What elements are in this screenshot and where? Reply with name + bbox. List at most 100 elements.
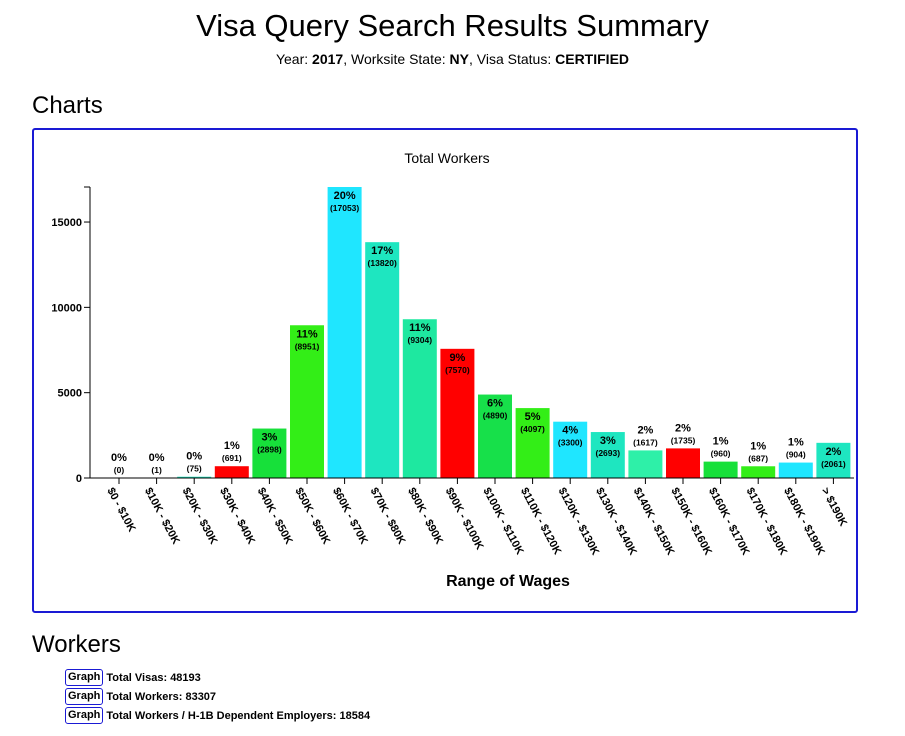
bar[interactable] bbox=[290, 325, 324, 478]
bar-percent-label: 5% bbox=[525, 411, 541, 423]
bar-count-label: (75) bbox=[187, 464, 202, 474]
bar[interactable] bbox=[741, 466, 776, 478]
bar-percent-label: 1% bbox=[713, 436, 729, 448]
y-tick-label: 15000 bbox=[51, 217, 82, 229]
bar-percent-label: 1% bbox=[750, 440, 766, 452]
bars: 0%(0)0%(1)0%(75)1%(691)3%(2898)11%(8951)… bbox=[111, 187, 851, 478]
x-axis: $0 - $10K $10K - $20K$20K - $30K$30K - $4… bbox=[90, 477, 854, 558]
bar-percent-label: 4% bbox=[562, 425, 578, 437]
bar-count-label: (3300) bbox=[558, 438, 583, 448]
x-tick-label: $60K - $70K bbox=[330, 486, 370, 547]
bar-count-label: (8951) bbox=[295, 341, 320, 351]
bar-count-label: (904) bbox=[786, 450, 806, 460]
bar[interactable] bbox=[590, 432, 625, 478]
bar-percent-label: 3% bbox=[261, 432, 277, 444]
x-tick-label: $30K - $40K bbox=[217, 486, 257, 547]
worker-row-total-visas: Graph Total Visas: 48193 bbox=[65, 669, 201, 686]
worker-row-h1b-dependent: Graph Total Workers / H-1B Dependent Emp… bbox=[65, 707, 370, 724]
bar-percent-label: 17% bbox=[371, 245, 393, 257]
page-title: Visa Query Search Results Summary bbox=[196, 8, 709, 43]
bar-percent-label: 1% bbox=[788, 437, 804, 449]
x-tick-label: $100K - $110K bbox=[480, 486, 525, 557]
bar-count-label: (1) bbox=[151, 465, 162, 475]
x-tick-label: $120K - $130K bbox=[556, 486, 602, 558]
bar[interactable] bbox=[666, 448, 700, 478]
bar-count-label: (1617) bbox=[633, 437, 658, 447]
y-axis: 0 5000 10000 15000 bbox=[51, 186, 91, 485]
state-label: , Worksite State: bbox=[343, 51, 446, 67]
bar[interactable] bbox=[478, 394, 512, 478]
bar-count-label: (17053) bbox=[330, 203, 359, 213]
bar[interactable] bbox=[327, 187, 362, 478]
status-label: , Visa Status: bbox=[469, 51, 552, 67]
bar-percent-label: 3% bbox=[600, 435, 616, 447]
query-summary: Year: 2017, Worksite State: NY, Visa Sta… bbox=[0, 51, 905, 67]
bar-percent-label: 0% bbox=[149, 452, 165, 464]
x-tick-label: $10K - $20K bbox=[142, 486, 182, 547]
x-tick-label: $110K - $120K bbox=[518, 486, 563, 557]
chart-title: Total Workers bbox=[404, 150, 489, 166]
bar-percent-label: 6% bbox=[487, 398, 503, 410]
y-tick-label: 5000 bbox=[58, 388, 82, 400]
bar-count-label: (2061) bbox=[821, 459, 846, 469]
worker-stat-label: Total Workers: 83307 bbox=[106, 690, 217, 703]
bar-percent-label: 20% bbox=[334, 190, 356, 202]
bar-count-label: (7570) bbox=[445, 365, 470, 375]
x-tick-label: $40K - $50K bbox=[255, 486, 295, 547]
chart-panel: Total Workers 0 5000 10000 15000 0% (0) 0% (1)… bbox=[32, 128, 858, 613]
bar-percent-label: 2% bbox=[825, 446, 841, 458]
bar-count-label: (691) bbox=[222, 453, 242, 463]
x-tick-label: $50K - $60K bbox=[292, 486, 332, 547]
x-tick-label: $80K - $90K bbox=[405, 486, 445, 547]
bar-count-label: (0) bbox=[114, 465, 125, 475]
x-tick-label: $180K - $190K bbox=[781, 486, 827, 558]
bar-percent-label: 9% bbox=[449, 352, 465, 364]
bar-count-label: (4890) bbox=[483, 411, 508, 421]
bar[interactable] bbox=[440, 348, 475, 478]
worker-stat-label: Total Workers / H-1B Dependent Employers… bbox=[106, 709, 371, 722]
bar-percent-label: 11% bbox=[296, 328, 318, 340]
graph-button[interactable]: Graph bbox=[65, 707, 104, 724]
bar[interactable] bbox=[177, 476, 212, 478]
state-value: NY bbox=[449, 51, 469, 67]
bar[interactable] bbox=[628, 450, 663, 478]
bar-percent-label: 2% bbox=[637, 424, 653, 436]
x-axis-label: Range of Wages bbox=[446, 573, 570, 590]
graph-button[interactable]: Graph bbox=[65, 688, 104, 705]
bar[interactable] bbox=[402, 319, 437, 478]
bar[interactable] bbox=[515, 408, 550, 478]
bar[interactable] bbox=[214, 466, 249, 478]
bar[interactable] bbox=[553, 421, 588, 478]
worker-row-total-workers: Graph Total Workers: 83307 bbox=[65, 688, 216, 705]
bar-percent-label: 2% bbox=[675, 422, 691, 434]
graph-button[interactable]: Graph bbox=[65, 669, 104, 686]
bar-count-label: (2898) bbox=[257, 445, 282, 455]
bar-count-label: (2693) bbox=[596, 448, 621, 458]
bar[interactable] bbox=[703, 461, 738, 478]
bar[interactable] bbox=[778, 462, 813, 478]
y-tick-label: 0 bbox=[76, 473, 82, 485]
x-tick-label: $70K - $80K bbox=[368, 486, 408, 547]
x-tick-label: $130K - $140K bbox=[593, 486, 639, 558]
x-tick-label: > $190K bbox=[819, 486, 849, 529]
bar-percent-label: 0% bbox=[186, 451, 202, 463]
bar[interactable] bbox=[365, 242, 400, 478]
bar-count-label: (687) bbox=[748, 453, 768, 463]
bar-count-label: (1735) bbox=[671, 435, 696, 445]
workers-heading: Workers bbox=[32, 631, 121, 658]
bar-percent-label: 1% bbox=[224, 440, 240, 452]
bar[interactable] bbox=[252, 428, 287, 478]
charts-heading: Charts bbox=[32, 92, 103, 119]
bar-count-label: (9304) bbox=[408, 335, 433, 345]
x-tick-label: $0 - $10K bbox=[104, 486, 137, 534]
bar-count-label: (960) bbox=[711, 449, 731, 459]
bar-percent-label: 11% bbox=[409, 322, 431, 334]
y-tick-label: 10000 bbox=[51, 302, 82, 314]
bar-count-label: (13820) bbox=[368, 258, 397, 268]
bar[interactable] bbox=[816, 442, 851, 478]
x-tick-label: $90K - $100K bbox=[443, 486, 486, 552]
x-tick-label: $170K - $180K bbox=[744, 486, 790, 558]
year-label: Year: bbox=[275, 51, 309, 67]
bar-percent-label: 0% bbox=[111, 452, 127, 464]
